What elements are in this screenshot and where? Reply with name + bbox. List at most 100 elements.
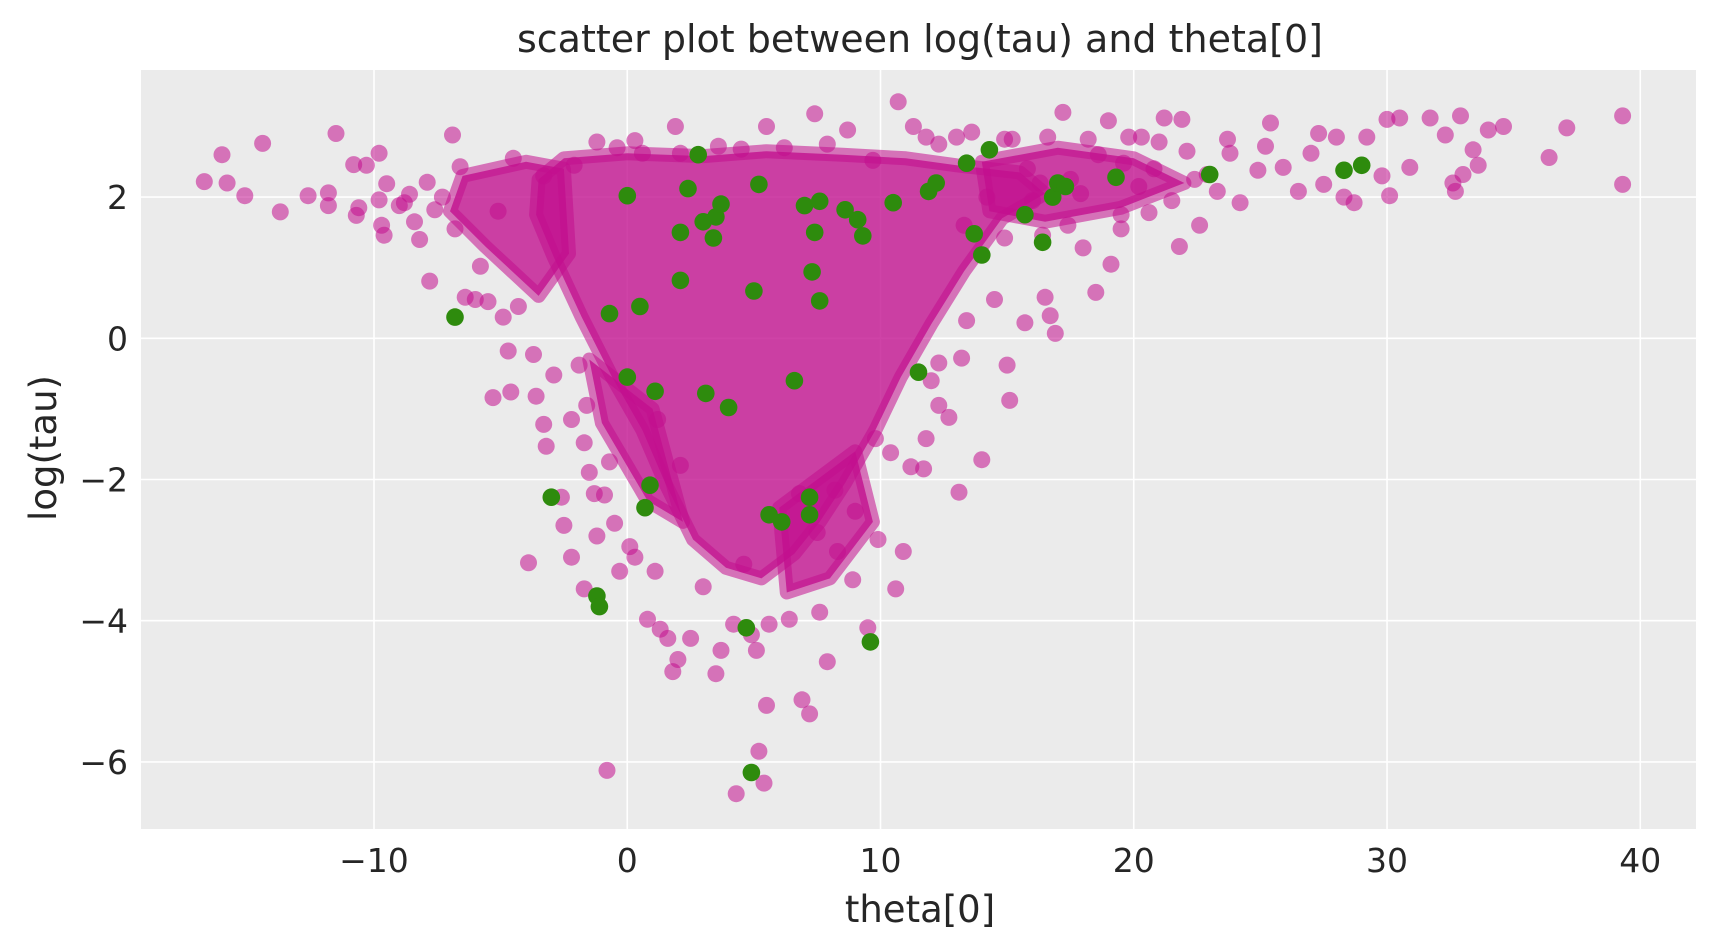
scatter-point-magenta bbox=[904, 118, 922, 135]
scatter-point-magenta bbox=[1112, 220, 1130, 238]
scatter-point-magenta bbox=[357, 156, 375, 174]
scatter-point-green bbox=[927, 174, 945, 192]
scatter-point-magenta bbox=[565, 156, 583, 174]
scatter-point-magenta bbox=[494, 308, 512, 326]
scatter-point-magenta bbox=[649, 411, 667, 428]
scatter-point-magenta bbox=[598, 761, 616, 779]
scatter-point-magenta bbox=[818, 653, 836, 671]
scatter-point-magenta bbox=[930, 396, 948, 414]
scatter-point-magenta bbox=[846, 502, 864, 520]
y-tick-label: 2 bbox=[107, 178, 128, 217]
scatter-point-magenta bbox=[930, 354, 948, 372]
scatter-point-magenta bbox=[411, 231, 429, 248]
scatter-point-magenta bbox=[1132, 128, 1150, 146]
scatter-point-magenta bbox=[1262, 114, 1279, 132]
scatter-point-magenta bbox=[347, 206, 365, 224]
scatter-point-magenta bbox=[1302, 144, 1320, 162]
scatter-point-green bbox=[848, 210, 867, 229]
scatter-point-magenta bbox=[535, 167, 553, 185]
scatter-point-magenta bbox=[1358, 128, 1376, 146]
scatter-point-magenta bbox=[646, 562, 664, 580]
tick-labels: −10 0 10 20 30 40 −6 −4 −2 0 2 bbox=[79, 178, 1661, 880]
scatter-point-magenta bbox=[986, 291, 1003, 308]
scatter-point-magenta bbox=[1112, 206, 1130, 224]
scatter-point-magenta bbox=[953, 349, 971, 367]
scatter-point-magenta bbox=[588, 133, 606, 151]
scatter-point-magenta bbox=[682, 629, 700, 647]
scatter-point-magenta bbox=[996, 229, 1014, 247]
dense-point-region bbox=[443, 154, 576, 303]
scatter-point-magenta bbox=[626, 132, 644, 150]
scatter-point-magenta bbox=[1327, 128, 1345, 146]
y-tick-label: −2 bbox=[79, 461, 128, 500]
scatter-point-magenta bbox=[527, 387, 545, 405]
scatter-point-magenta bbox=[1089, 146, 1107, 164]
scatter-point-magenta bbox=[575, 580, 593, 598]
scatter-point-magenta bbox=[1454, 166, 1472, 183]
scatter-point-magenta bbox=[1170, 238, 1188, 255]
scatter-point-magenta bbox=[504, 149, 522, 167]
scatter-point-magenta bbox=[401, 185, 418, 203]
scatter-point-green bbox=[745, 282, 763, 300]
x-tick-label: −10 bbox=[339, 841, 409, 880]
scatter-point-magenta bbox=[639, 610, 656, 628]
scatter-point-magenta bbox=[747, 641, 765, 659]
scatter-point-green bbox=[1335, 161, 1353, 180]
y-tick-label: −6 bbox=[79, 743, 128, 782]
scatter-point-magenta bbox=[998, 356, 1016, 374]
scatter-point-magenta bbox=[1163, 192, 1181, 210]
scatter-point-magenta bbox=[1173, 110, 1191, 128]
scatter-point-magenta bbox=[466, 291, 484, 308]
scatter-point-magenta bbox=[760, 615, 778, 633]
scatter-point-magenta bbox=[1614, 107, 1632, 125]
scatter-point-magenta bbox=[1059, 216, 1077, 234]
scatter-point-magenta bbox=[1072, 185, 1090, 203]
scatter-point-magenta bbox=[1178, 142, 1196, 160]
scatter-point-magenta bbox=[889, 93, 907, 111]
scatter-point-magenta bbox=[1249, 161, 1267, 179]
scatter-point-magenta bbox=[1231, 194, 1249, 212]
scatter-point-magenta bbox=[213, 146, 231, 164]
scatter-point-magenta bbox=[1479, 121, 1497, 139]
scatter-point-magenta bbox=[1191, 216, 1209, 234]
scatter-point-magenta bbox=[1041, 307, 1059, 325]
scatter-point-green bbox=[712, 195, 730, 213]
scatter-point-magenta bbox=[1186, 170, 1204, 188]
scatter-point-magenta bbox=[707, 665, 725, 683]
scatter-point-magenta bbox=[882, 444, 900, 462]
scatter-point-magenta bbox=[671, 144, 689, 162]
scatter-point-magenta bbox=[671, 456, 689, 474]
scatter-point-magenta bbox=[1558, 119, 1576, 137]
scatter-point-green bbox=[836, 201, 854, 219]
scatter-point-magenta bbox=[940, 408, 958, 426]
scatter-point-magenta bbox=[818, 135, 836, 153]
scatter-point-magenta bbox=[1016, 314, 1034, 332]
scatter-point-green bbox=[446, 308, 464, 326]
scatter-point-magenta bbox=[973, 451, 991, 469]
scatter-point-magenta bbox=[563, 411, 580, 428]
dense-point-region bbox=[582, 352, 690, 529]
scatter-point-magenta bbox=[1378, 110, 1396, 128]
scatter-point-green bbox=[719, 398, 738, 417]
x-tick-label: 40 bbox=[1619, 841, 1661, 880]
scatter-point-magenta bbox=[421, 272, 439, 290]
scatter-point-magenta bbox=[1495, 118, 1512, 135]
scatter-point-magenta bbox=[489, 202, 507, 220]
scatter-point-magenta bbox=[859, 619, 877, 637]
scatter-point-magenta bbox=[418, 173, 436, 191]
scatter-point-green bbox=[737, 619, 756, 637]
scatter-point-magenta bbox=[917, 430, 935, 448]
scatter-point-magenta bbox=[1446, 182, 1464, 200]
scatter-point-magenta bbox=[958, 312, 976, 330]
scatter-point-magenta bbox=[902, 458, 920, 476]
scatter-point-magenta bbox=[866, 430, 884, 448]
scatter-point-magenta bbox=[218, 174, 236, 192]
scatter-point-green bbox=[646, 382, 664, 401]
scatter-point-magenta bbox=[578, 396, 596, 414]
scatter-point-magenta bbox=[479, 293, 497, 311]
scatter-point-magenta bbox=[236, 187, 254, 205]
scatter-point-magenta bbox=[1120, 128, 1138, 146]
scatter-point-magenta bbox=[608, 139, 626, 157]
scatter-point-magenta bbox=[948, 128, 965, 146]
